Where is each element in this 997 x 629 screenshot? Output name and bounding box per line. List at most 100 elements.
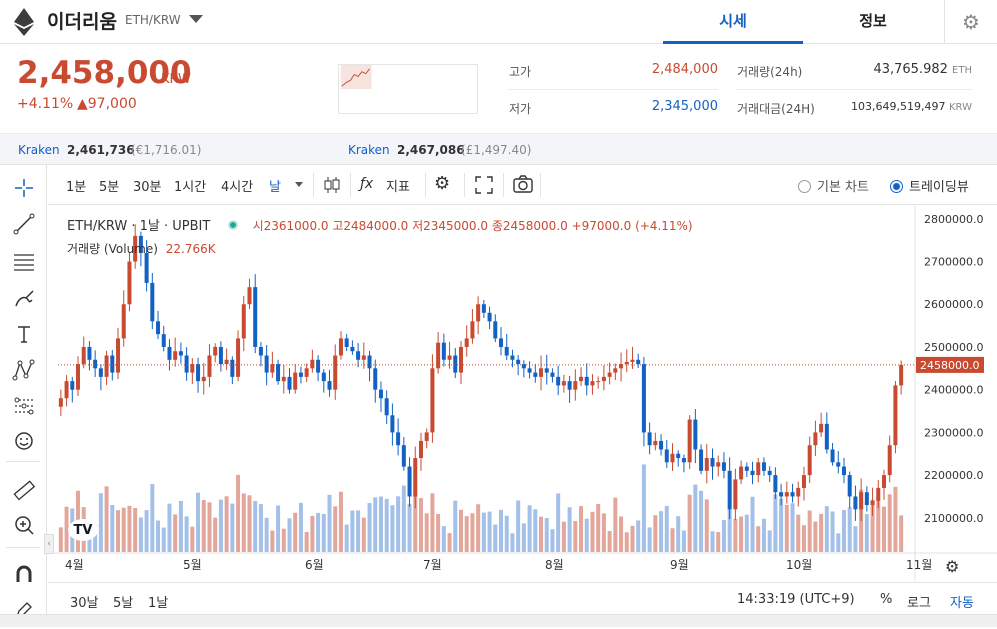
tradingview-label[interactable]: 트레이딩뷰 — [909, 180, 969, 195]
candle-body — [58, 398, 63, 407]
trendline-icon[interactable] — [0, 205, 47, 243]
indicator-icon[interactable]: ƒx — [360, 176, 374, 192]
tab-info[interactable]: 정보 — [859, 12, 887, 30]
candle-body — [327, 381, 332, 390]
chart-canvas[interactable]: 2800000.0 2700000.0 2600000.0 2500000.0 2400… — [48, 206, 997, 581]
zoom-in-icon[interactable] — [0, 506, 47, 544]
x-tick-label: 9월 — [670, 558, 689, 572]
volume-bar — [430, 493, 435, 552]
volume-bar — [561, 521, 566, 552]
text-icon[interactable] — [0, 315, 47, 353]
volume-bar — [601, 513, 606, 552]
radio-tradingview[interactable] — [890, 178, 903, 197]
candle-body — [830, 449, 835, 463]
crosshair-icon[interactable] — [0, 169, 47, 207]
interval-30m[interactable]: 30분 — [133, 180, 162, 195]
log-toggle[interactable]: 로그 — [907, 596, 931, 611]
range-30d[interactable]: 30날 — [70, 596, 99, 611]
candlestick-icon[interactable] — [322, 175, 342, 195]
interval-1m[interactable]: 1분 — [66, 180, 87, 195]
coin-name: 이더리움 — [47, 11, 117, 33]
volume-bar — [396, 496, 401, 552]
exchange-name[interactable]: Kraken — [18, 143, 60, 157]
bottom-strip — [0, 614, 997, 627]
interval-day[interactable]: 날 — [269, 180, 281, 195]
divider — [508, 89, 718, 90]
indicator-button[interactable]: 지표 — [386, 180, 410, 195]
candle-body — [156, 321, 161, 335]
high-value: 2,484,000 — [651, 62, 718, 77]
divider — [464, 173, 465, 197]
collapse-toolbar-button[interactable]: ‹ — [44, 534, 54, 554]
volume-bar — [647, 527, 652, 552]
magnet-icon[interactable] — [0, 555, 47, 593]
percent-toggle[interactable]: % — [880, 592, 893, 607]
volume-bar — [619, 516, 624, 552]
candle-body — [298, 372, 303, 377]
fib-icon[interactable] — [0, 243, 47, 281]
volume-bar — [361, 517, 366, 552]
volume-bar — [613, 497, 618, 552]
candle-body — [310, 359, 315, 369]
auto-toggle[interactable]: 자동 — [950, 596, 974, 611]
volume-bar — [727, 508, 732, 552]
candle-body — [790, 492, 795, 497]
tradingview-logo[interactable]: TV — [68, 519, 98, 541]
pattern-icon[interactable] — [0, 351, 47, 389]
volume-bar — [138, 517, 143, 552]
camera-icon[interactable] — [512, 174, 534, 194]
range-5d[interactable]: 5날 — [113, 596, 134, 611]
candle-body — [601, 376, 606, 382]
volume-bar — [333, 506, 338, 552]
volume-bar — [556, 493, 561, 552]
interval-1h[interactable]: 1시간 — [174, 180, 207, 195]
volume-bar — [584, 518, 589, 552]
candle-body — [630, 359, 635, 362]
volume-bar — [636, 520, 641, 552]
candle-body — [687, 419, 692, 463]
x-tick-label: 8월 — [545, 558, 564, 572]
candle-body — [710, 458, 715, 467]
settings-button[interactable]: ⚙ — [944, 0, 997, 44]
tab-price[interactable]: 시세 — [663, 0, 803, 44]
candle-body — [356, 351, 361, 360]
brush-icon[interactable] — [0, 280, 47, 318]
basic-chart-label[interactable]: 기본 차트 — [817, 180, 869, 195]
emoji-icon[interactable] — [0, 422, 47, 460]
fullscreen-icon[interactable] — [474, 175, 494, 195]
candle-body — [544, 368, 549, 373]
x-tick-label: 5월 — [183, 558, 202, 572]
volume-bar — [98, 493, 103, 552]
candle-body — [779, 492, 784, 497]
gear-icon[interactable]: ⚙ — [434, 173, 451, 194]
volume-bar — [590, 511, 595, 552]
volume-bar — [704, 499, 709, 552]
volume-bar — [458, 509, 463, 552]
chevron-down-icon[interactable] — [189, 15, 203, 23]
volume-bar — [836, 533, 841, 552]
price-chart[interactable]: 2800000.0 2700000.0 2600000.0 2500000.0 2400… — [44, 206, 997, 581]
clock[interactable]: 14:33:19 (UTC+9) — [737, 592, 855, 607]
radio-basic-chart[interactable] — [798, 178, 811, 197]
volume-bar — [493, 524, 498, 552]
volume-bar — [378, 496, 383, 552]
candle-body — [567, 381, 572, 390]
exchange-name[interactable]: Kraken — [348, 143, 390, 157]
volume-bar — [830, 511, 835, 552]
chevron-down-icon[interactable] — [295, 182, 303, 187]
candle-body — [196, 364, 201, 382]
volume-bar — [853, 526, 858, 552]
volume-bar — [699, 490, 704, 552]
interval-5m[interactable]: 5분 — [99, 180, 120, 195]
ruler-icon[interactable] — [0, 471, 47, 509]
gear-icon[interactable]: ⚙ — [945, 557, 960, 576]
candle-body — [641, 364, 646, 433]
interval-4h[interactable]: 4시간 — [221, 180, 254, 195]
volume-bar — [156, 520, 161, 552]
x-tick-label: 7월 — [423, 558, 442, 572]
volume-bar — [127, 505, 132, 552]
prediction-icon[interactable] — [0, 387, 47, 425]
volume-bar — [207, 502, 212, 552]
range-1d[interactable]: 1날 — [148, 596, 169, 611]
volume-bar — [281, 528, 286, 552]
